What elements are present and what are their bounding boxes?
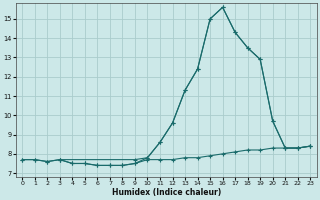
- X-axis label: Humidex (Indice chaleur): Humidex (Indice chaleur): [112, 188, 221, 197]
